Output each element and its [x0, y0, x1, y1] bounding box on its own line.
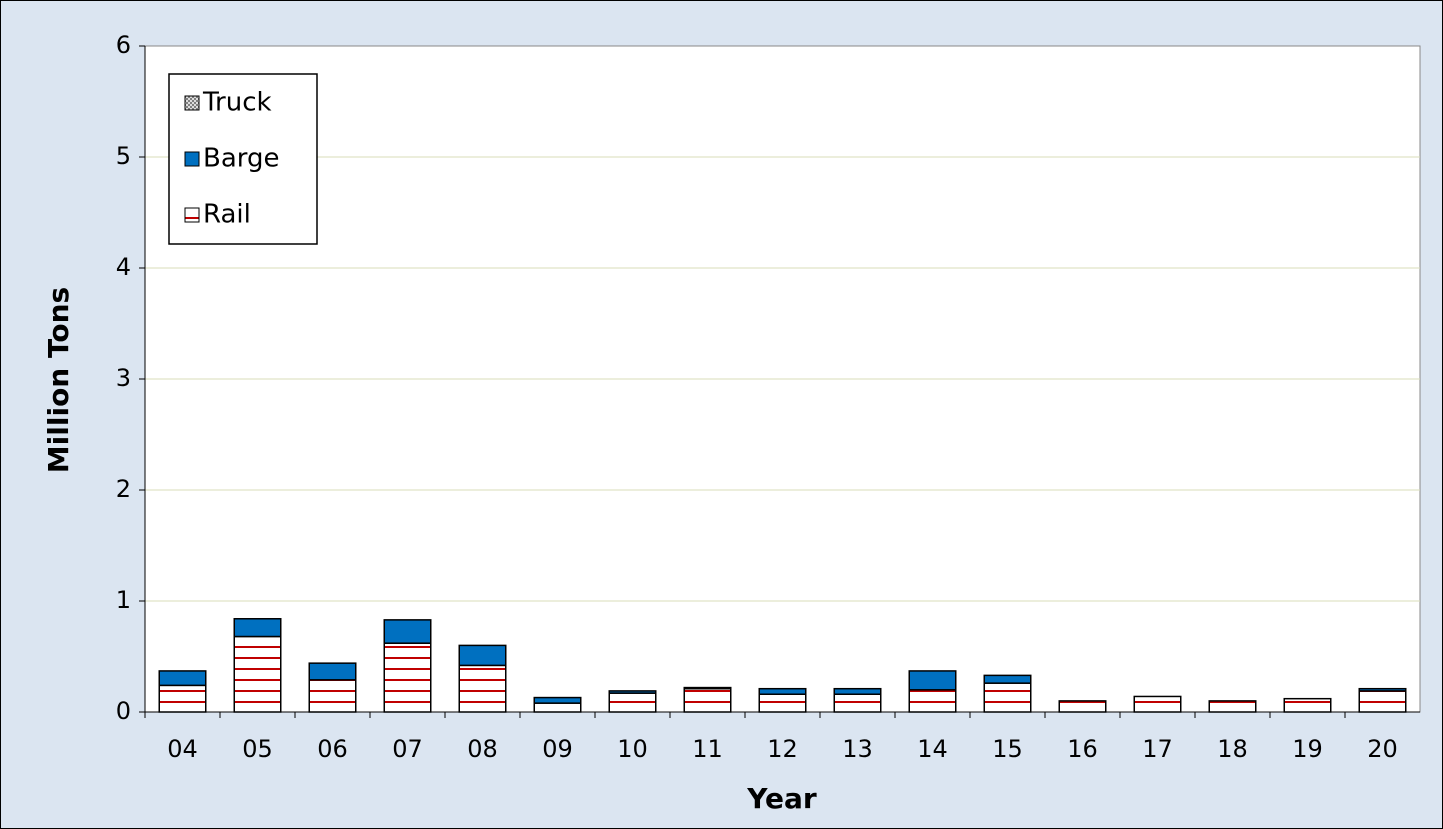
bar-segment [233, 618, 282, 638]
bar-segment [1358, 690, 1407, 713]
legend-label: Truck [202, 88, 272, 118]
x-tick-label: 14 [917, 735, 948, 763]
y-tick-label: 5 [116, 142, 131, 170]
x-tick-label: 10 [617, 735, 648, 763]
legend-swatch [184, 151, 200, 167]
bar-segment [383, 619, 432, 644]
bar-segment [608, 690, 657, 694]
bar-segment [308, 679, 357, 713]
y-tick-label: 4 [116, 253, 131, 281]
legend-label: Rail [203, 200, 251, 230]
x-tick-label: 20 [1367, 735, 1398, 763]
bar-segment [758, 693, 807, 713]
x-axis-title: Year [746, 782, 817, 815]
y-tick-label: 1 [116, 586, 131, 614]
bar-segment [458, 664, 507, 713]
bar-segment [908, 670, 957, 691]
bar-segment [383, 642, 432, 713]
bar-segment [233, 635, 282, 713]
x-tick-label: 18 [1217, 735, 1248, 763]
bar-segment [1133, 695, 1182, 713]
bar-segment [833, 687, 882, 695]
bar-segment [1208, 700, 1257, 713]
bar-segment [458, 644, 507, 667]
y-tick-label: 0 [116, 697, 131, 725]
bar-segment [1058, 700, 1107, 713]
x-tick-label: 12 [767, 735, 798, 763]
bar-segment [308, 662, 357, 681]
legend-swatch [184, 95, 200, 111]
y-tick-label: 2 [116, 475, 131, 503]
bar-segment [533, 696, 582, 704]
bar-segment [833, 693, 882, 713]
x-tick-label: 07 [392, 735, 423, 763]
legend-swatch [184, 207, 200, 223]
bar-segment [1358, 687, 1407, 692]
bar-segment [608, 692, 657, 713]
bar-segment [158, 684, 207, 713]
x-tick-label: 11 [692, 735, 723, 763]
bar-segment [533, 702, 582, 713]
bar-segment [758, 687, 807, 695]
x-tick-label: 16 [1067, 735, 1098, 763]
x-tick-label: 19 [1292, 735, 1323, 763]
bar-segment [683, 686, 732, 690]
y-axis-title: Million Tons [42, 287, 75, 473]
bar-segment [158, 670, 207, 687]
legend-label: Barge [203, 144, 280, 174]
x-tick-label: 08 [467, 735, 498, 763]
y-tick-label: 6 [116, 31, 131, 59]
bar-segment [983, 674, 1032, 684]
x-tick-label: 04 [167, 735, 198, 763]
bar-segment [683, 687, 732, 713]
x-tick-label: 15 [992, 735, 1023, 763]
x-tick-label: 06 [317, 735, 348, 763]
bar-segment [908, 689, 957, 713]
x-tick-label: 17 [1142, 735, 1173, 763]
bar-segment [983, 682, 1032, 713]
x-tick-label: 05 [242, 735, 273, 763]
y-tick-label: 3 [116, 364, 131, 392]
x-tick-label: 13 [842, 735, 873, 763]
x-tick-label: 09 [542, 735, 573, 763]
bar-segment [1283, 697, 1332, 713]
